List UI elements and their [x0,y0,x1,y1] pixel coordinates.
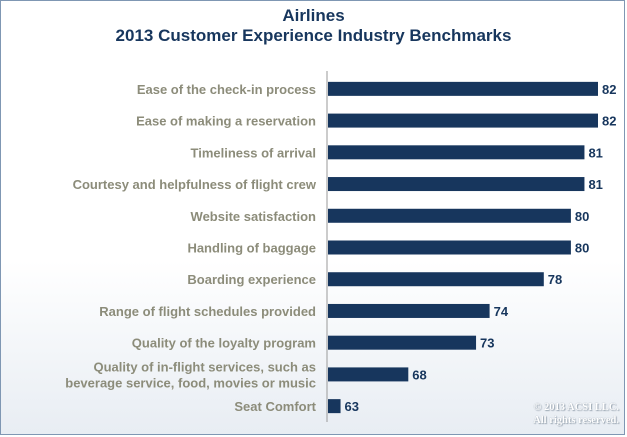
category-label: Timeliness of arrival [191,145,317,160]
bar [328,177,585,192]
bar [328,367,409,382]
data-label: 68 [412,367,426,382]
bar [328,208,571,223]
category-label: Quality of in-flight services, such as [93,359,316,374]
category-label: Range of flight schedules provided [99,304,316,319]
chart-subtitle: 2013 Customer Experience Industry Benchm… [115,26,512,45]
category-label: Ease of making a reservation [136,114,316,129]
bar [328,272,544,287]
data-label: 82 [602,82,616,97]
category-label: Seat Comfort [234,399,316,414]
data-label: 63 [345,399,359,414]
category-label: Boarding experience [187,272,316,287]
category-label: Ease of the check-in process [137,82,316,97]
data-label: 74 [494,304,509,319]
data-label: 78 [548,272,562,287]
copyright-line-1: © 2013 ACSI LLC. [533,402,619,413]
data-label: 73 [480,336,494,351]
bar [328,81,598,96]
data-label: 81 [588,145,602,160]
bar [328,303,490,318]
data-label: 80 [575,209,589,224]
chart-title: Airlines [282,6,345,25]
bar [328,240,571,255]
category-label: Quality of the loyalty program [132,336,316,351]
copyright-line-2: All rights reserved. [533,415,619,426]
category-label: beverage service, food, movies or music [65,375,316,390]
bar [328,145,585,160]
data-label: 82 [602,114,616,129]
bar [328,399,341,414]
data-label: 80 [575,241,589,256]
category-label: Handling of baggage [187,241,316,256]
data-label: 81 [588,177,602,192]
bar [328,113,598,128]
category-label: Courtesy and helpfulness of flight crew [73,177,317,192]
bar [328,335,477,350]
copyright-notice: © 2013 ACSI LLC. All rights reserved. [533,401,619,427]
category-label: Website satisfaction [191,209,317,224]
